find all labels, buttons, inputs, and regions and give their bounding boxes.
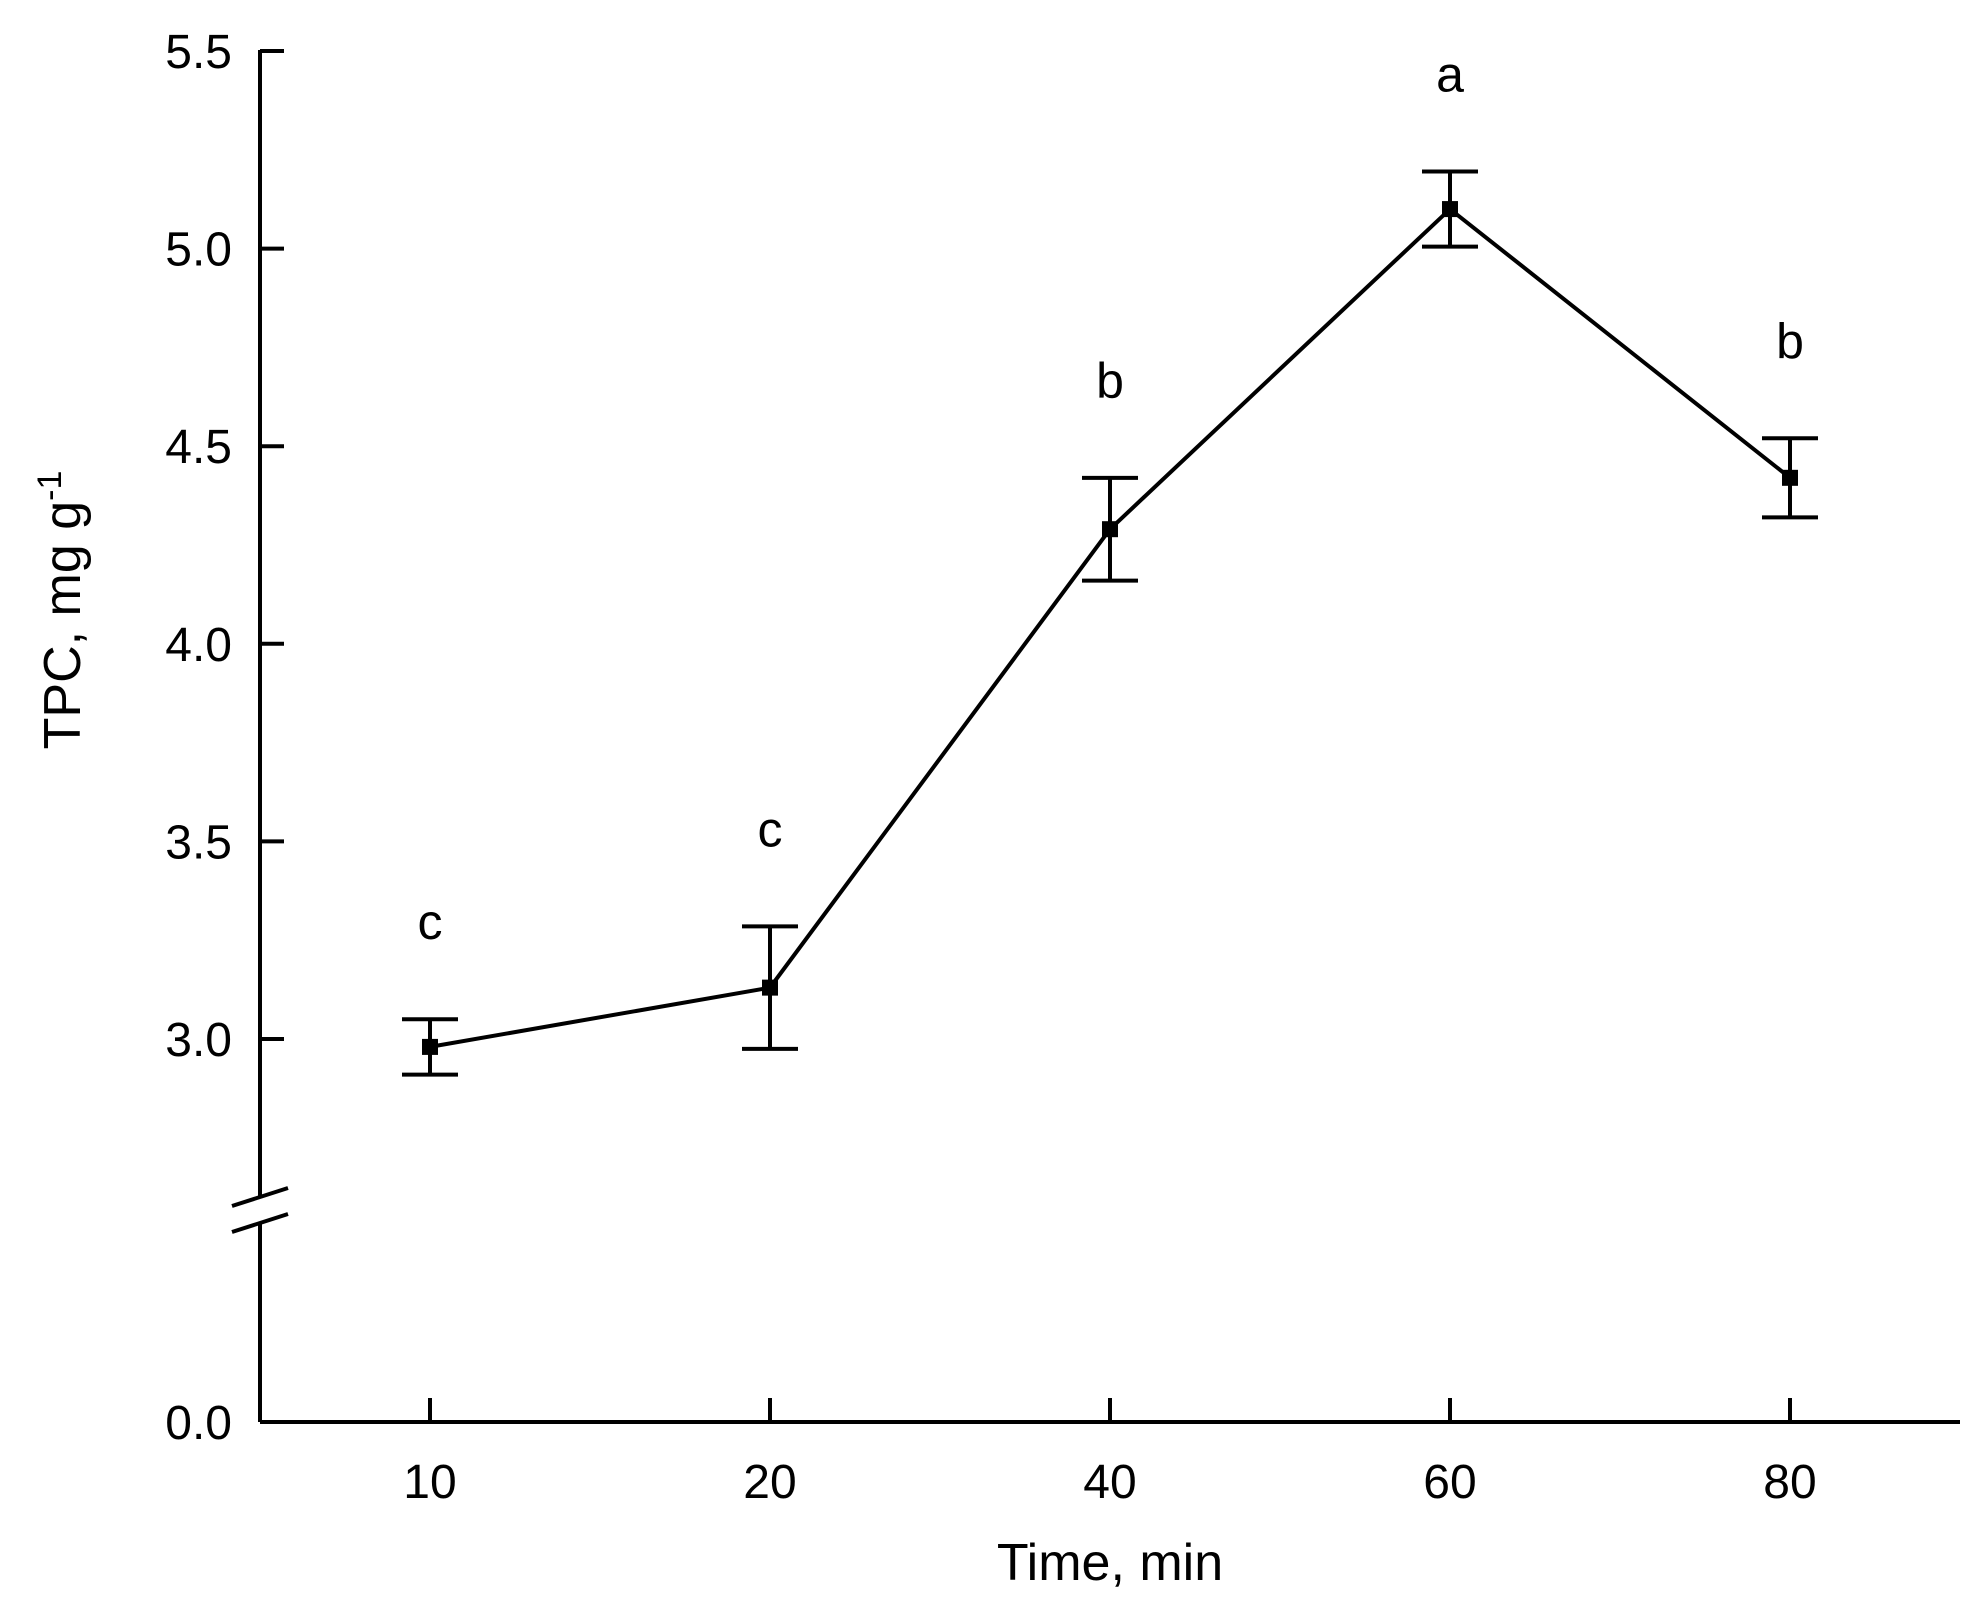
significance-letter: b — [1776, 313, 1804, 369]
x-tick-label: 10 — [403, 1456, 456, 1509]
data-point-marker — [422, 1038, 438, 1055]
data-point-marker — [762, 979, 778, 996]
y-tick-label: 5.0 — [165, 224, 232, 277]
axes — [231, 49, 1960, 1424]
series — [402, 169, 1818, 1077]
x-tick-label: 60 — [1423, 1456, 1476, 1509]
y-tick-label: 5.5 — [165, 26, 232, 79]
y-tick-label: 3.5 — [165, 816, 232, 869]
y-axis-title-main: TPC, mg g — [34, 501, 92, 750]
data-point-marker — [1442, 201, 1458, 218]
y-tick-label: 3.0 — [165, 1014, 232, 1067]
y-tick-label: 4.5 — [165, 421, 232, 474]
x-axis-title: Time, min — [997, 1534, 1223, 1592]
significance-letter: b — [1096, 353, 1124, 409]
y-axis-break-mark-1 — [231, 1186, 289, 1208]
data-point-marker — [1102, 521, 1118, 538]
y-axis-break-mark-2 — [231, 1212, 289, 1234]
data-point-marker — [1782, 469, 1798, 486]
significance-letter: c — [418, 894, 443, 950]
significance-letter: a — [1436, 47, 1464, 103]
x-tick-label: 80 — [1763, 1456, 1816, 1509]
x-tick-label: 40 — [1083, 1456, 1136, 1509]
y-tick-label: 4.0 — [165, 619, 232, 672]
y-axis-title: TPC, mg g-1 — [31, 471, 92, 750]
x-tick-label: 20 — [743, 1456, 796, 1509]
series-line — [429, 206, 1792, 1049]
y-tick-label: 0.0 — [165, 1397, 232, 1450]
y-axis-title-superscript: -1 — [31, 471, 69, 501]
labels: 0.0 3.0 3.5 4.0 4.5 5.0 5.5 10 20 40 60 80 c c b a b — [165, 26, 1816, 1509]
significance-letter: c — [758, 801, 783, 857]
